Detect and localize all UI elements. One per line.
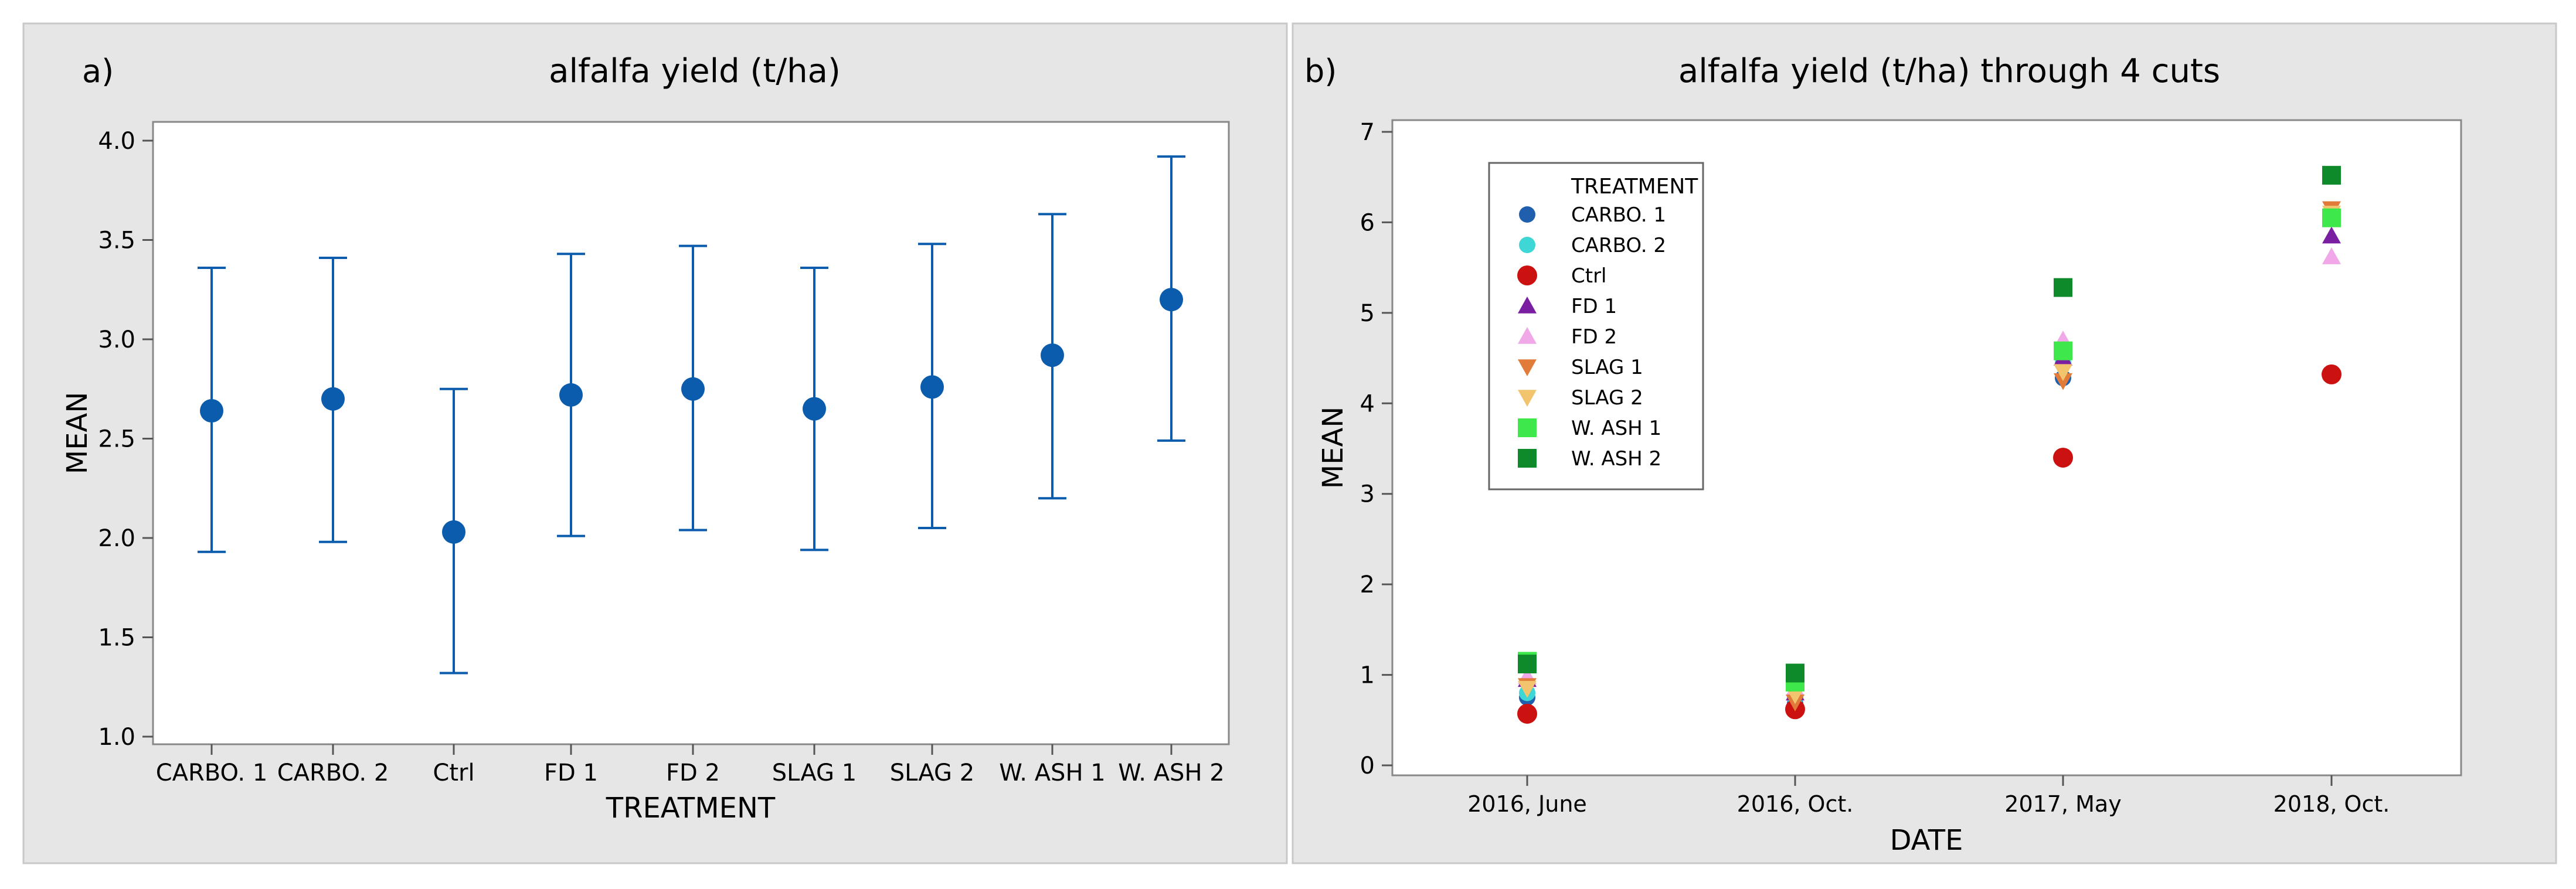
point-slag-2-2016-oct	[1786, 687, 1804, 704]
y-tick-label: 1.0	[98, 724, 135, 751]
panel-a-label: a)	[82, 53, 114, 90]
point-slag-2-2016-june	[1518, 680, 1537, 698]
y-tick-label: 4.0	[98, 128, 135, 155]
legend-label-fd-2: FD 2	[1571, 325, 1617, 349]
legend-label-slag-2: SLAG 2	[1571, 386, 1643, 410]
panel-b: b) alfalfa yield (t/ha) through 4 cuts 0…	[1292, 22, 2557, 864]
panel-b-x-axis: 2016, June 2016, Oct. 2017, May 2018, Oct.	[1467, 775, 2390, 817]
x-tick-label-2018-oct: 2018, Oct.	[2273, 791, 2390, 817]
y-tick-label: 6	[1360, 209, 1375, 236]
legend-marker-w-ash-1	[1518, 418, 1537, 437]
panel-a-y-axis-label: MEAN	[61, 392, 94, 474]
panel-b-legend: TREATMENT CARBO. 1 CARBO. 2 Ctrl FD 1 FD 2 SL…	[1488, 162, 1704, 491]
legend-label-carbo-2: CARBO. 2	[1571, 234, 1666, 257]
point-w-ash-1-2017-may	[2054, 341, 2072, 360]
x-tick-label-2017-may: 2017, May	[2004, 791, 2121, 817]
panel-a-plot-area	[152, 121, 1230, 745]
mean-point-carbo-2	[321, 387, 345, 411]
panel-b-label: b)	[1304, 53, 1337, 90]
mean-point-fd-2	[681, 377, 705, 401]
mean-point-ctrl	[442, 520, 465, 544]
y-tick-label: 2.0	[98, 525, 135, 552]
panel-b-title: alfalfa yield (t/ha) through 4 cuts	[1678, 52, 2220, 90]
legend-marker-carbo-2	[1519, 237, 1535, 253]
mean-point-slag-2	[920, 375, 944, 399]
x-tick-label-ctrl: Ctrl	[433, 759, 474, 786]
point-w-ash-1-2018-oct	[2322, 208, 2341, 227]
panel-a-marks	[198, 155, 1185, 675]
point-w-ash-2-2018-oct	[2322, 166, 2341, 185]
point-ctrl-2018-oct	[2322, 364, 2341, 384]
legend-label-w-ash-1: W. ASH 1	[1571, 417, 1661, 440]
x-tick-label-fd-1: FD 1	[544, 759, 598, 786]
legend-marker-ctrl	[1517, 265, 1537, 285]
y-tick-label: 4	[1360, 390, 1375, 417]
x-tick-label-2016-oct: 2016, Oct.	[1737, 791, 1854, 817]
mean-point-w-ash-1	[1041, 343, 1064, 367]
legend-marker-slag-1	[1518, 359, 1537, 376]
panel-a-title: alfalfa yield (t/ha)	[549, 52, 841, 90]
y-tick-label: 3.5	[98, 227, 135, 254]
x-tick-label-w-ash-2: W. ASH 2	[1118, 759, 1224, 786]
point-w-ash-2-2016-oct	[1786, 663, 1804, 683]
point-w-ash-2-2016-june	[1518, 655, 1537, 674]
mean-point-w-ash-2	[1160, 288, 1183, 312]
legend-label-slag-1: SLAG 1	[1571, 356, 1643, 379]
legend-marker-slag-2	[1518, 390, 1537, 407]
panel-a-y-axis: 1.0 1.5 2.0 2.5 3.0 3.5 4.0	[98, 128, 153, 751]
y-tick-label: 2	[1360, 571, 1375, 598]
panel-b-y-axis: 0 1 2 3 4 5 6 7	[1360, 119, 1392, 779]
panel-b-marks	[1517, 166, 2341, 724]
y-tick-label: 1	[1360, 662, 1375, 689]
x-tick-label-carbo-2: CARBO. 2	[277, 759, 389, 786]
x-tick-label-slag-2: SLAG 2	[890, 759, 974, 786]
legend-label-ctrl: Ctrl	[1571, 264, 1607, 288]
x-tick-label-2016-june: 2016, June	[1467, 791, 1587, 817]
legend-label-fd-1: FD 1	[1571, 295, 1617, 318]
legend-label-w-ash-2: W. ASH 2	[1571, 447, 1661, 471]
point-ctrl-2016-june	[1517, 703, 1537, 724]
panel-b-y-axis-label: MEAN	[1317, 407, 1350, 489]
legend-marker-w-ash-2	[1518, 449, 1537, 468]
panel-b-x-axis-label: DATE	[1890, 824, 1963, 857]
mean-point-fd-1	[559, 383, 583, 407]
y-tick-label: 5	[1360, 300, 1375, 327]
panel-a-x-axis: CARBO. 1 CARBO. 2 Ctrl FD 1 FD 2 SLAG 1 SLAG 2…	[156, 744, 1225, 786]
y-tick-label: 2.5	[98, 426, 135, 453]
y-tick-label: 1.5	[98, 625, 135, 652]
x-tick-label-slag-1: SLAG 1	[772, 759, 857, 786]
x-tick-label-w-ash-1: W. ASH 1	[999, 759, 1105, 786]
point-ctrl-2017-may	[2053, 447, 2073, 468]
x-tick-label-carbo-1: CARBO. 1	[156, 759, 268, 786]
mean-point-carbo-1	[200, 399, 223, 423]
mean-point-slag-1	[803, 397, 826, 421]
x-tick-label-fd-2: FD 2	[666, 759, 720, 786]
legend-marker-carbo-1	[1519, 206, 1535, 223]
point-fd-1-2018-oct	[2322, 226, 2341, 244]
legend-title: TREATMENT	[1571, 175, 1698, 199]
panel-a: a) alfalfa yield (t/ha) 1.0 1.5 2.0 2.5 3.0 3…	[22, 22, 1288, 864]
y-tick-label: 3.0	[98, 326, 135, 353]
legend-marker-fd-2	[1518, 327, 1537, 344]
point-w-ash-2-2017-may	[2054, 278, 2072, 297]
legend-marker-fd-1	[1518, 297, 1537, 314]
y-tick-label: 3	[1360, 481, 1375, 508]
panel-a-x-axis-label: TREATMENT	[606, 792, 776, 825]
legend-label-carbo-1: CARBO. 1	[1571, 203, 1666, 227]
y-tick-label: 0	[1360, 752, 1375, 779]
point-slag-1-2017-may	[2054, 373, 2072, 390]
point-fd-2-2018-oct	[2322, 247, 2341, 264]
y-tick-label: 7	[1360, 119, 1375, 146]
point-slag-2-2017-may	[2054, 364, 2072, 382]
